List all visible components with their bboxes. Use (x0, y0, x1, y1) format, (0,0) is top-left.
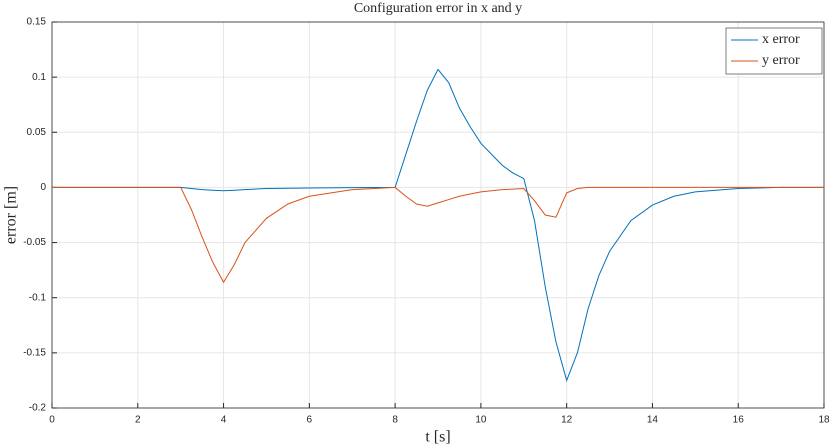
y-tick-label: 0.1 (32, 72, 46, 83)
legend-box (725, 27, 823, 75)
axes-box (51, 21, 825, 409)
x-tick-label: 14 (647, 415, 659, 426)
y-tick-label: -0.15 (23, 347, 46, 358)
x-tick-label: 6 (307, 415, 313, 426)
legend-label: y error (762, 53, 800, 68)
x-tick-label: 2 (135, 415, 141, 426)
plot-area (52, 22, 824, 408)
y-tick-label: -0.2 (29, 403, 47, 414)
x-tick-label: 12 (561, 415, 573, 426)
x-tick-label: 18 (818, 415, 830, 426)
x-axis-label: t [s] (425, 429, 450, 446)
x-tick-label: 0 (49, 415, 55, 426)
data-line (52, 68, 824, 383)
y-axis-label: error [m] (3, 186, 20, 244)
y-tick-label: 0 (40, 182, 46, 193)
chart-title: Configuration error in x and y (354, 1, 522, 16)
legend-label: x error (762, 32, 800, 47)
y-tick-label: -0.05 (23, 237, 46, 248)
y-tick-label: 0.05 (27, 127, 47, 138)
data-line (52, 186, 824, 284)
x-tick-label: 10 (475, 415, 487, 426)
x-tick-label: 16 (733, 415, 745, 426)
x-tick-label: 4 (221, 415, 227, 426)
y-tick-label: -0.1 (29, 292, 47, 303)
x-tick-label: 8 (392, 415, 398, 426)
y-tick-label: 0.15 (27, 17, 47, 28)
